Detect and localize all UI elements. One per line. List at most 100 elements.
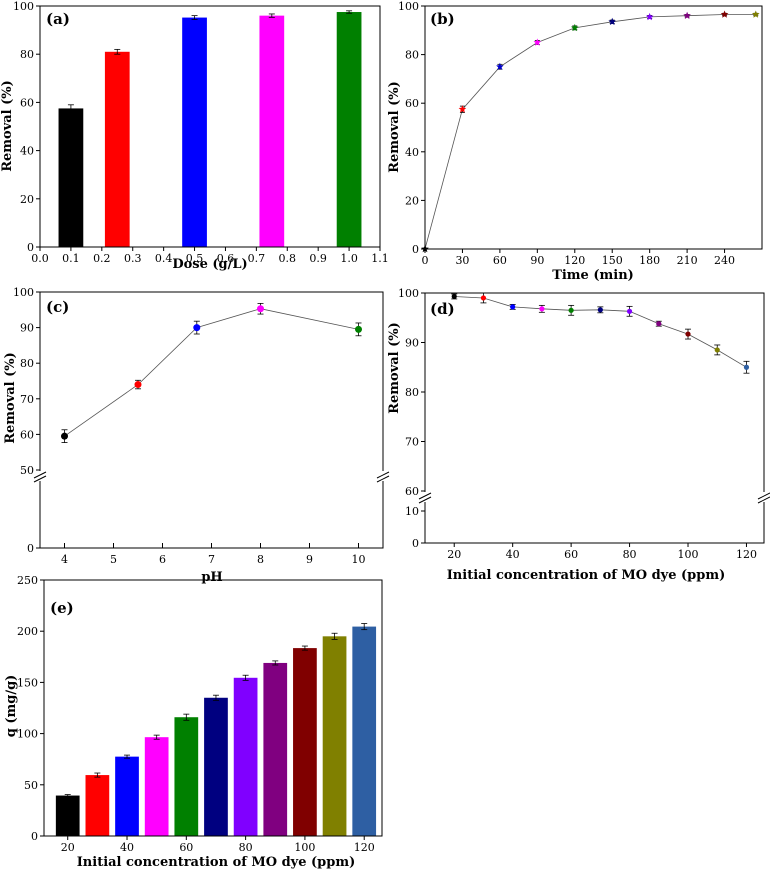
axis-break-mark (376, 475, 390, 483)
bar (104, 51, 130, 247)
bar (174, 717, 199, 836)
data-point-star (458, 105, 467, 113)
data-point-star (608, 17, 616, 25)
x-tick-label: 0.1 (62, 252, 80, 265)
bar (233, 677, 258, 836)
bar (182, 17, 207, 248)
data-point-star (752, 10, 760, 18)
x-tick-label: 7 (208, 553, 215, 566)
bar (352, 626, 377, 836)
axis-break-mark (757, 496, 770, 504)
y-tick-label: 150 (17, 676, 38, 689)
x-tick-label: 5 (110, 553, 117, 566)
x-tick-label: 20 (61, 841, 75, 854)
panel-label: (b) (430, 10, 455, 28)
axis-break-mark (33, 475, 47, 483)
data-point-star (496, 62, 504, 70)
x-tick-label: 0.0 (31, 252, 49, 265)
plot-frame (424, 292, 765, 544)
y-tick-label: 100 (398, 0, 419, 13)
x-tick-label: 0.5 (186, 252, 204, 265)
x-tick-label: 6 (159, 553, 166, 566)
x-tick-label: 0.9 (309, 252, 327, 265)
x-tick-label: 120 (736, 548, 757, 561)
series-line (64, 308, 359, 437)
x-tick-label: 210 (677, 254, 698, 267)
x-tick-label: 100 (678, 548, 699, 561)
x-tick-label: 0.2 (93, 252, 111, 265)
x-tick-label: 240 (714, 254, 735, 267)
y-tick-label: 100 (13, 0, 34, 13)
y-tick-label: 0 (412, 243, 419, 256)
y-tick-label: 10 (405, 505, 419, 518)
data-point (597, 307, 603, 313)
bar (55, 795, 80, 836)
y-tick-label: 100 (13, 286, 34, 299)
panel-label: (d) (430, 300, 455, 318)
axis-break-mask (419, 492, 431, 502)
data-point (451, 293, 457, 300)
data-point (480, 295, 487, 301)
y-tick-label: 0 (31, 830, 38, 843)
y-tick-label: 80 (20, 357, 34, 370)
bar (322, 636, 347, 836)
x-tick-label: 1.0 (340, 252, 358, 265)
x-tick-label: 180 (639, 254, 660, 267)
y-tick-label: 70 (20, 393, 34, 406)
axis-break-mark (376, 471, 390, 479)
y-tick-label: 60 (405, 485, 419, 498)
y-axis-label: Removal (%) (387, 322, 402, 414)
x-tick-label: 4 (61, 553, 68, 566)
bar (204, 697, 228, 836)
y-tick-label: 90 (405, 337, 419, 350)
y-tick-label: 90 (20, 322, 34, 335)
bar (115, 756, 139, 836)
data-point (568, 307, 574, 313)
bar (58, 108, 84, 247)
y-tick-label: 60 (405, 97, 419, 110)
data-point-star (720, 10, 729, 18)
data-point (510, 304, 516, 310)
y-tick-label: 70 (405, 436, 419, 449)
data-point (61, 432, 68, 440)
data-point-star (645, 12, 654, 21)
y-tick-label: 0 (27, 241, 34, 254)
y-tick-label: 80 (20, 48, 34, 61)
axis-break-mark (757, 492, 770, 500)
axis-break-mask (34, 471, 46, 481)
x-tick-label: 0.4 (155, 252, 173, 265)
x-tick-label: 100 (294, 841, 315, 854)
axis-break-mark (418, 496, 432, 504)
series-line (424, 14, 756, 250)
data-point (714, 347, 720, 353)
x-tick-label: 0.6 (217, 252, 235, 265)
x-tick-label: 60 (493, 254, 507, 267)
data-point-star (571, 23, 579, 32)
data-point (626, 308, 633, 314)
y-axis-label: Removal (%) (3, 352, 18, 444)
data-point (355, 325, 362, 333)
y-tick-label: 50 (24, 779, 38, 792)
x-tick-label: 20 (447, 548, 461, 561)
x-tick-label: 40 (120, 841, 134, 854)
data-point (134, 381, 142, 389)
bar (259, 15, 285, 248)
x-tick-label: 0 (422, 254, 429, 267)
y-tick-label: 0 (27, 542, 34, 555)
panel-e-adsorption-capacity: 20 40 60 80 100 120 0 50 100 150 200 250 (e) Initial … (4, 574, 383, 870)
y-tick-label: 50 (20, 464, 34, 477)
y-tick-label: 200 (17, 625, 38, 638)
x-axis-label: pH (201, 570, 222, 585)
x-axis-label: Initial concentration of MO dye (ppm) (77, 855, 356, 870)
x-tick-label: 150 (602, 254, 623, 267)
y-axis-label: q (mg/g) (4, 675, 19, 738)
bar (336, 12, 362, 248)
bar (293, 648, 317, 836)
x-tick-label: 80 (239, 841, 253, 854)
x-tick-label: 9 (306, 553, 313, 566)
y-tick-label: 20 (405, 194, 419, 207)
data-point (193, 324, 201, 332)
panel-label: (e) (50, 599, 74, 617)
